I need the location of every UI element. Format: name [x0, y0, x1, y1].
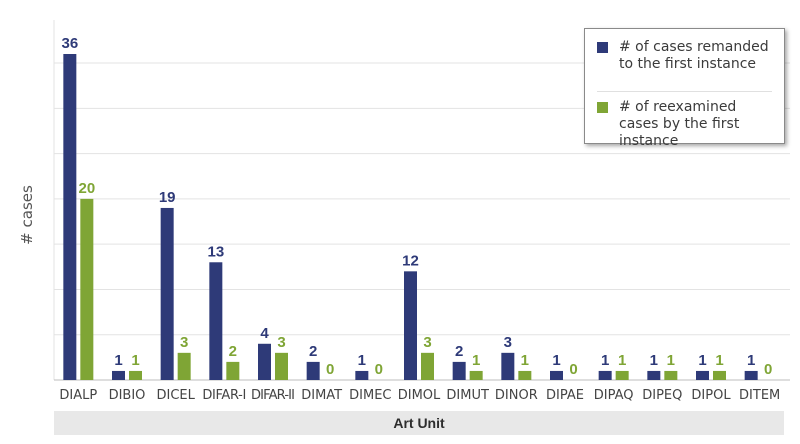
bar-reexamined-dipeq — [664, 370, 678, 380]
x-tick-label-dimat: DIMAT — [301, 388, 342, 403]
bar-reexamined-dinor — [518, 370, 532, 380]
data-label-reexamined-dinor: 1 — [521, 352, 529, 369]
data-label-reexamined-dipol: 1 — [715, 352, 723, 369]
bar-remanded-dibio — [112, 370, 125, 380]
bar-reexamined-dialp — [80, 198, 94, 380]
x-tick-label-dimec: DIMEC — [349, 388, 391, 403]
bar-reexamined-difar-ii — [275, 352, 288, 380]
bar-remanded-dipol — [696, 370, 709, 380]
x-tick-label-difar-ii: DIFAR-II — [251, 388, 295, 403]
data-label-remanded-ditem: 1 — [747, 352, 755, 369]
legend-swatch-remanded — [597, 42, 608, 53]
bar-remanded-dipaq — [598, 370, 612, 380]
bar-remanded-ditem — [744, 370, 758, 380]
data-label-reexamined-dipeq: 1 — [667, 352, 675, 369]
bar-remanded-dialp — [63, 54, 77, 380]
x-tick-label-dinor: DINOR — [495, 388, 538, 403]
gridlines — [53, 20, 790, 380]
data-label-remanded-dipeq: 1 — [650, 352, 658, 369]
data-label-reexamined-dipae: 0 — [569, 361, 577, 378]
bar-remanded-dipeq — [647, 370, 661, 380]
data-label-remanded-dipae: 1 — [552, 352, 560, 369]
legend-divider — [597, 91, 772, 92]
bar-reexamined-dipaq — [615, 370, 629, 380]
bar-reexamined-dimut — [469, 370, 483, 380]
bar-remanded-dimut — [452, 361, 466, 380]
data-label-remanded-dicel: 19 — [159, 189, 176, 206]
data-label-remanded-dimut: 2 — [455, 343, 463, 360]
data-label-reexamined-dipaq: 1 — [618, 352, 626, 369]
data-label-remanded-dinor: 3 — [504, 334, 512, 351]
data-label-remanded-dipaq: 1 — [601, 352, 609, 369]
x-tick-label-difar-i: DIFAR-I — [202, 388, 246, 403]
data-label-remanded-dibio: 1 — [114, 352, 122, 369]
x-tick-label-dipeq: DIPEQ — [642, 388, 682, 403]
data-label-reexamined-dimec: 0 — [375, 361, 383, 378]
x-tick-label-ditem: DITEM — [739, 388, 780, 403]
bar-remanded-dimec — [355, 370, 369, 380]
x-tick-label-dibio: DIBIO — [109, 388, 146, 403]
data-label-reexamined-dibio: 1 — [131, 352, 139, 369]
x-tick-label-dipol: DIPOL — [691, 388, 731, 403]
x-tick-label-dicel: DICEL — [156, 388, 195, 403]
bar-reexamined-dicel — [177, 352, 191, 380]
data-label-remanded-difar-ii: 4 — [260, 325, 269, 342]
data-label-remanded-difar-i: 13 — [207, 243, 224, 260]
x-tick-labels: DIALP DIBIO DICEL DIFAR-I DIFAR-II DIMAT DIMEC… — [59, 388, 780, 403]
bar-remanded-dicel — [160, 207, 174, 380]
y-axis-label: # cases — [18, 185, 36, 245]
legend-label-reexamined: # of reexamined cases by the first insta… — [619, 99, 740, 149]
bar-remanded-dimat — [306, 361, 320, 380]
bar-remanded-dipae — [550, 370, 563, 380]
legend-label-remanded: # of cases remanded to the first instanc… — [619, 39, 769, 72]
data-label-reexamined-dimut: 1 — [472, 352, 480, 369]
data-label-remanded-dimol: 12 — [402, 252, 419, 269]
bar-reexamined-dibio — [129, 370, 142, 380]
bar-remanded-difar-ii — [258, 343, 271, 380]
bar-remanded-dinor — [501, 352, 515, 380]
data-label-reexamined-difar-ii: 3 — [277, 334, 285, 351]
x-tick-label-dimut: DIMUT — [446, 388, 489, 403]
data-label-reexamined-dicel: 3 — [180, 334, 188, 351]
data-label-reexamined-difar-i: 2 — [229, 343, 237, 360]
bar-remanded-difar-i — [209, 262, 223, 380]
x-tick-label-dialp: DIALP — [59, 388, 97, 403]
bar-remanded-dimol — [404, 271, 417, 380]
data-label-reexamined-dimol: 3 — [423, 334, 431, 351]
data-label-reexamined-ditem: 0 — [764, 361, 772, 378]
data-label-reexamined-dialp: 20 — [78, 180, 95, 197]
x-axis-label: Art Unit — [393, 415, 445, 431]
legend: # of cases remanded to the first instanc… — [584, 28, 785, 149]
legend-swatch-reexamined — [597, 102, 608, 113]
bar-reexamined-difar-i — [226, 361, 240, 380]
x-tick-label-dipaq: DIPAQ — [594, 388, 634, 403]
x-axis-title-band — [54, 411, 784, 435]
x-tick-label-dipae: DIPAE — [546, 388, 584, 403]
data-label-remanded-dialp: 36 — [61, 35, 78, 52]
data-label-remanded-dimat: 2 — [309, 343, 317, 360]
data-label-remanded-dipol: 1 — [698, 352, 706, 369]
data-label-reexamined-dimat: 0 — [326, 361, 334, 378]
data-label-remanded-dimec: 1 — [358, 352, 366, 369]
bar-reexamined-dipol — [713, 370, 726, 380]
x-tick-label-dimol: DIMOL — [398, 388, 441, 403]
bar-reexamined-dimol — [421, 352, 434, 380]
